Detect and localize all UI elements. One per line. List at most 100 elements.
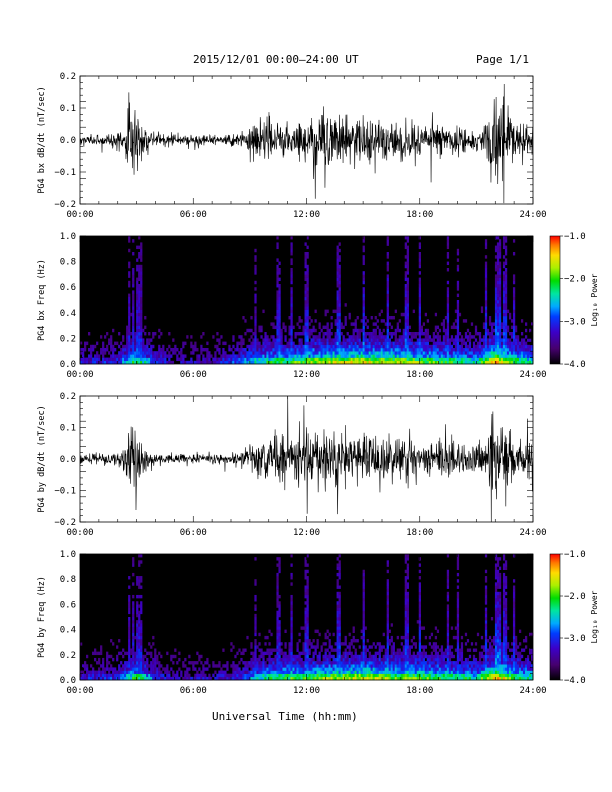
- spectrogram-cell: [464, 357, 468, 362]
- spectrogram-cell: [146, 338, 149, 342]
- spectrogram-cell: [138, 360, 141, 365]
- spectrogram-cell: [290, 341, 293, 346]
- spectrogram-cell: [230, 664, 233, 668]
- spectrogram-cell: [388, 332, 391, 336]
- spectrogram-cell: [120, 667, 123, 671]
- spectrogram-cell: [330, 360, 333, 365]
- spectrogram-cell: [396, 648, 399, 652]
- spectrogram-cell: [158, 360, 161, 365]
- spectrogram-cell: [242, 341, 245, 346]
- spectrogram-cell: [276, 332, 279, 336]
- y-tick-label: 0.2: [60, 392, 76, 402]
- spectrogram-cell: [406, 676, 409, 681]
- spectrogram-cell: [146, 348, 149, 352]
- spectrogram-cell: [404, 670, 407, 674]
- spectrogram-cell: [278, 290, 281, 294]
- spectrogram-cell: [460, 344, 464, 349]
- spectrogram-cell: [266, 657, 269, 662]
- spectrogram-cell: [166, 670, 169, 674]
- spectrogram-cell: [140, 601, 143, 605]
- spectrogram-cell: [272, 338, 275, 342]
- spectrogram-cell: [164, 667, 167, 671]
- spectrogram-cell: [106, 651, 109, 656]
- spectrogram-cell: [236, 357, 239, 362]
- spectrogram-cell: [324, 642, 327, 646]
- spectrogram-cell: [140, 280, 143, 285]
- spectrogram-cell: [126, 328, 129, 333]
- spectrogram-cell: [362, 277, 365, 282]
- spectrogram-cell: [414, 657, 417, 662]
- spectrogram-cell: [104, 673, 107, 678]
- spectrogram-cell: [138, 576, 141, 580]
- spectrogram-cell: [314, 661, 317, 665]
- spectrogram-cell: [140, 284, 143, 288]
- spectrogram-cell: [404, 341, 407, 346]
- spectrogram-cell: [326, 322, 329, 326]
- spectrogram-cell: [260, 351, 263, 355]
- spectrogram-cell: [474, 648, 478, 652]
- spectrogram-cell: [418, 280, 421, 285]
- spectrogram-cell: [132, 348, 135, 352]
- spectrogram-cell: [374, 316, 377, 320]
- spectrogram-cell: [428, 360, 432, 365]
- spectrogram-cell: [288, 332, 291, 336]
- spectrogram-cell: [442, 651, 446, 656]
- spectrogram-cell: [250, 316, 253, 320]
- spectrogram-cell: [446, 242, 450, 246]
- spectrogram-cell: [528, 328, 532, 333]
- spectrogram-cell: [338, 309, 341, 314]
- spectrogram-cell: [496, 258, 500, 262]
- spectrogram-cell: [504, 239, 508, 243]
- spectrogram-cell: [386, 300, 389, 304]
- spectrogram-cell: [254, 293, 257, 298]
- y-axis-label: PG4 by dB/dt (nT/sec): [37, 405, 47, 512]
- spectrogram-cell: [122, 676, 125, 681]
- spectrogram-cell: [338, 303, 341, 307]
- spectrogram-cell: [460, 335, 464, 339]
- spectrogram-cell: [288, 651, 291, 656]
- spectrogram-cell: [196, 354, 199, 358]
- spectrogram-cell: [348, 341, 351, 346]
- spectrogram-cell: [222, 648, 225, 652]
- spectrogram-cell: [498, 306, 502, 310]
- spectrogram-cell: [338, 322, 341, 326]
- spectrogram-cell: [378, 654, 381, 659]
- spectrogram-cell: [94, 648, 97, 652]
- spectrogram-cell: [290, 245, 293, 250]
- spectrogram-cell: [132, 572, 135, 577]
- spectrogram-cell: [496, 300, 500, 304]
- spectrogram-cell: [280, 670, 283, 674]
- spectrogram-cell: [322, 325, 325, 330]
- spectrogram-cell: [162, 351, 165, 355]
- spectrogram-cell: [482, 354, 486, 358]
- spectrogram-cell: [512, 338, 516, 342]
- spectrogram-cell: [420, 676, 423, 681]
- spectrogram-cell: [140, 348, 143, 352]
- spectrogram-cell: [310, 332, 313, 336]
- spectrogram-cell: [306, 351, 309, 355]
- dbdt-waveform: [80, 83, 533, 204]
- spectrogram-cell: [360, 667, 363, 671]
- spectrogram-cell: [356, 673, 359, 678]
- spectrogram-cell: [288, 642, 291, 646]
- spectrogram-cell: [306, 357, 309, 362]
- spectrogram-cell: [442, 328, 446, 333]
- spectrogram-cell: [380, 648, 383, 652]
- spectrogram-cell: [206, 657, 209, 662]
- spectrogram-cell: [84, 348, 87, 352]
- spectrogram-cell: [290, 673, 293, 678]
- spectrogram-cell: [498, 239, 502, 243]
- spectrogram-cell: [340, 670, 343, 674]
- spectrogram-cell: [274, 657, 277, 662]
- spectrogram-cell: [502, 264, 506, 269]
- spectrogram-cell: [418, 290, 421, 294]
- spectrogram-cell: [446, 252, 450, 256]
- spectrogram-cell: [196, 348, 199, 352]
- spectrogram-cell: [306, 348, 309, 352]
- spectrogram-cell: [326, 338, 329, 342]
- spectrogram-cell: [446, 670, 450, 674]
- spectrogram-cell: [496, 344, 500, 349]
- spectrogram-cell: [140, 554, 143, 558]
- spectrogram-cell: [302, 673, 305, 678]
- spectrogram-cell: [482, 335, 486, 339]
